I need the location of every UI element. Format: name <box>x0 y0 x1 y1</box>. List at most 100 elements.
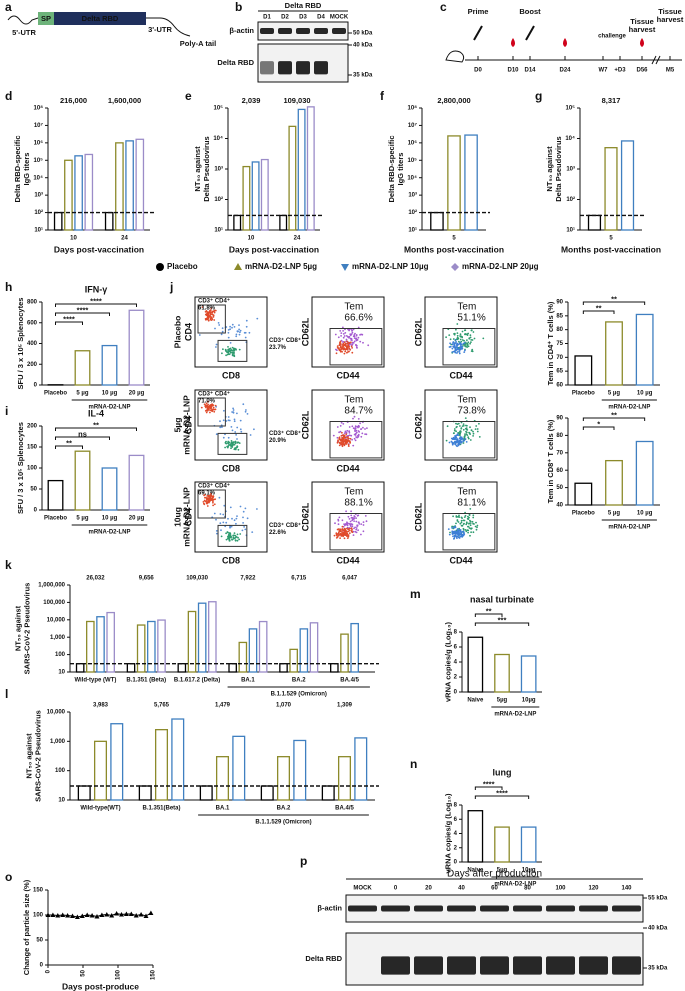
cell-dot <box>209 315 212 318</box>
cell-dot <box>350 514 353 517</box>
cell-dot <box>232 538 235 540</box>
gate <box>197 489 226 519</box>
cell-dot <box>333 534 336 537</box>
x-tick-label: 5 µg <box>76 516 88 522</box>
gate <box>217 339 248 362</box>
gate-pct: 61.8% <box>198 306 216 312</box>
cell-dot <box>454 438 457 440</box>
cell-dot <box>341 444 343 446</box>
cell-dot <box>345 532 348 534</box>
cell-dot <box>464 438 467 440</box>
cell-dot <box>348 329 350 332</box>
y-axis-label: SARS-CoV-2 Pseudovirus <box>23 583 32 675</box>
bar <box>74 450 91 511</box>
cell-dot <box>338 349 341 352</box>
y-tick-label: 50 <box>556 485 563 491</box>
cell-dot <box>452 350 455 353</box>
y-tick-label: 65 <box>556 369 563 375</box>
cell-dot <box>357 426 359 429</box>
lane-label: 140 <box>621 886 632 892</box>
cell-dot <box>238 324 240 326</box>
y-tick-label: 10⁵ <box>566 106 576 112</box>
cell-dot <box>461 330 464 333</box>
cell-dot <box>338 444 341 447</box>
cell-dot <box>348 430 350 433</box>
cell-dot <box>472 331 475 333</box>
cell-dot <box>229 535 232 537</box>
cell-dot <box>466 424 468 427</box>
panel-letter: g <box>535 89 542 103</box>
cell-dot <box>232 407 235 410</box>
cell-dot <box>347 515 350 518</box>
event-label: Tissue <box>630 17 654 26</box>
cell-dot <box>219 426 222 429</box>
cell-dot <box>219 522 222 525</box>
cell-dot <box>347 528 350 531</box>
cell-dot <box>459 530 462 532</box>
cell-dot <box>470 341 472 343</box>
panel-letter: b <box>235 0 242 14</box>
cell-dot <box>212 500 214 503</box>
cell-dot <box>352 342 355 344</box>
cell-dot <box>476 430 479 433</box>
cell-dot <box>469 534 471 537</box>
cell-dot <box>465 441 468 443</box>
cell-dot <box>212 316 215 318</box>
cell-dot <box>458 533 460 535</box>
flow-plot-frame <box>424 296 498 368</box>
cell-dot <box>340 335 342 337</box>
value-annotation: 7,922 <box>240 576 256 582</box>
cell-dot <box>344 350 347 353</box>
cell-dot <box>344 342 347 345</box>
panel-letter: f <box>380 89 385 103</box>
lane-label: 0 <box>394 886 398 892</box>
cell-dot <box>222 513 225 516</box>
cell-dot <box>467 525 469 528</box>
cell-dot <box>206 495 209 497</box>
cell-dot <box>467 345 470 348</box>
y-tick-label: 80 <box>556 327 563 333</box>
cell-dot <box>235 434 238 436</box>
x-tick-label: BA.1 <box>241 678 255 684</box>
bar <box>620 140 635 231</box>
cell-dot <box>215 530 218 532</box>
cell-dot <box>342 535 344 538</box>
cell-dot <box>447 528 450 530</box>
tem-label: Tem <box>344 302 363 313</box>
cell-dot <box>345 338 348 341</box>
bar <box>635 313 654 386</box>
y-axis-label: vRNA copies/g (Log₁₀) <box>443 793 452 873</box>
value-annotation: 216,000 <box>60 96 87 105</box>
row-label: 5µg <box>172 418 182 433</box>
sig-label: **** <box>483 779 495 788</box>
chart-title: nasal turbinate <box>470 594 534 604</box>
cell-dot <box>238 348 241 351</box>
blot-band <box>296 28 310 34</box>
gate <box>217 432 248 455</box>
line-marker <box>65 913 71 918</box>
blot-title: Delta RBD <box>285 1 322 10</box>
cell-dot <box>365 520 368 523</box>
cell-dot <box>203 403 206 406</box>
cell-dot <box>235 536 238 538</box>
cell-dot <box>462 423 465 425</box>
cell-dot <box>223 504 226 507</box>
cell-dot <box>453 345 456 348</box>
cell-dot <box>235 335 238 338</box>
line-marker <box>99 912 105 917</box>
day-label: +D3 <box>614 68 626 74</box>
day-label: D14 <box>524 68 536 74</box>
cell-dot <box>205 411 208 414</box>
cell-dot <box>351 525 354 528</box>
cell-dot <box>233 355 236 358</box>
panel-letter: c <box>440 0 447 14</box>
cell-dot <box>464 417 467 419</box>
bar <box>289 648 298 673</box>
sig-label: ns <box>78 429 87 438</box>
value-annotation: 1,600,000 <box>108 96 141 105</box>
x-tick-label: 5 µg <box>76 391 88 397</box>
cell-dot <box>457 337 460 340</box>
x-axis-label: Days post-produce <box>62 981 139 991</box>
y-tick-label: 10 <box>58 798 65 804</box>
cell-dot <box>341 528 344 531</box>
